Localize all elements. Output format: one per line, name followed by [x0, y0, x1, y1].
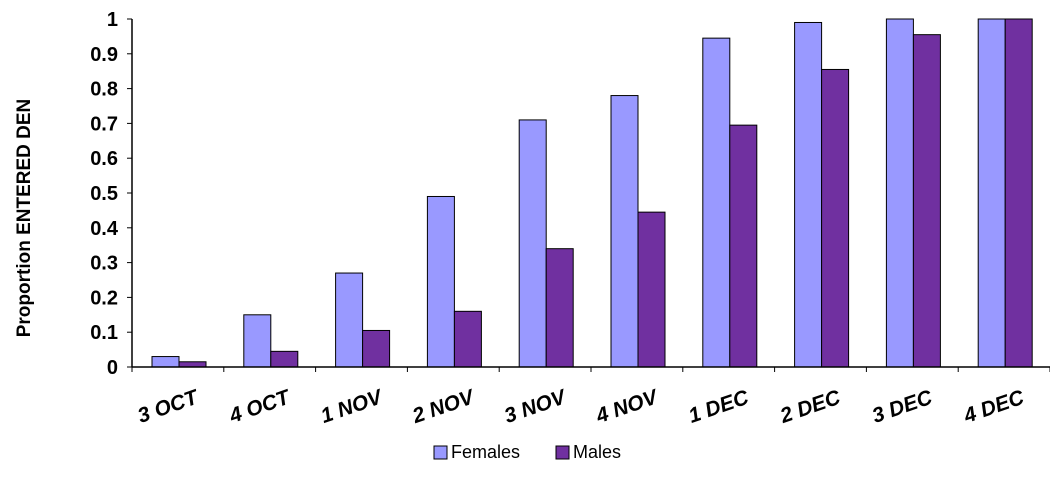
- x-tick-label: 4 DEC: [960, 386, 1028, 428]
- x-tick-label: 3 DEC: [869, 386, 936, 428]
- legend-swatch-males: [555, 445, 570, 460]
- y-tick-label: 1: [107, 9, 118, 31]
- bar-males: [270, 350, 299, 368]
- y-tick-label: 0.9: [90, 44, 118, 66]
- y-tick-label: 0.7: [90, 113, 118, 135]
- y-tick-label: 0.3: [90, 253, 118, 275]
- x-tick-label: 3 NOV: [501, 385, 570, 428]
- bar-males: [637, 211, 666, 368]
- x-tick-label: 2 DEC: [776, 386, 844, 428]
- bar-females: [243, 314, 272, 368]
- bar-males: [453, 310, 482, 368]
- y-axis-ticks: 0 0.1 0.2 0.3 0.4 0.5 0.6 0.7 0.8 0.9 1: [90, 9, 132, 379]
- legend: Females Males: [433, 442, 621, 462]
- y-tick-label: 0.4: [90, 218, 119, 240]
- y-tick-label: 0.6: [90, 148, 118, 170]
- bars: [151, 18, 1033, 368]
- bar-females: [335, 272, 364, 368]
- x-tick-label: 3 OCT: [135, 385, 203, 428]
- bar-females: [610, 95, 639, 368]
- x-tick-label: 2 NOV: [409, 385, 479, 428]
- legend-label-males: Males: [573, 442, 621, 462]
- bar-males: [545, 248, 574, 368]
- bar-males: [362, 329, 391, 368]
- x-tick-label: 4 OCT: [226, 385, 295, 428]
- bar-females: [151, 356, 180, 368]
- y-tick-label: 0.1: [90, 322, 118, 344]
- bar-females: [518, 119, 547, 368]
- bar-females: [885, 18, 914, 368]
- bar-males: [821, 68, 850, 368]
- bar-females: [794, 21, 823, 368]
- bar-males: [729, 124, 758, 368]
- x-tick-label: 1 NOV: [318, 385, 387, 428]
- y-tick-label: 0.5: [90, 183, 118, 205]
- bar-males: [178, 361, 207, 368]
- bar-females: [702, 37, 731, 368]
- x-tick-label: 1 DEC: [686, 386, 753, 428]
- y-axis-label: Proportion ENTERED DEN: [14, 99, 35, 338]
- bar-males: [912, 34, 941, 368]
- legend-label-females: Females: [451, 442, 520, 462]
- bar-females: [426, 195, 455, 368]
- y-tick-label: 0: [107, 357, 118, 379]
- series-males: [178, 18, 1033, 368]
- bar-males: [1004, 18, 1033, 368]
- x-axis-ticks: 3 OCT 4 OCT 1 NOV 2 NOV 3 NOV 4 NOV 1 DEC 2 DEC…: [131, 367, 1050, 428]
- y-tick-label: 0.2: [90, 287, 118, 309]
- bar-females: [977, 18, 1006, 368]
- legend-swatch-females: [433, 445, 448, 460]
- x-tick-label: 4 NOV: [592, 385, 662, 428]
- series-females: [151, 18, 1006, 368]
- y-tick-label: 0.8: [90, 79, 118, 101]
